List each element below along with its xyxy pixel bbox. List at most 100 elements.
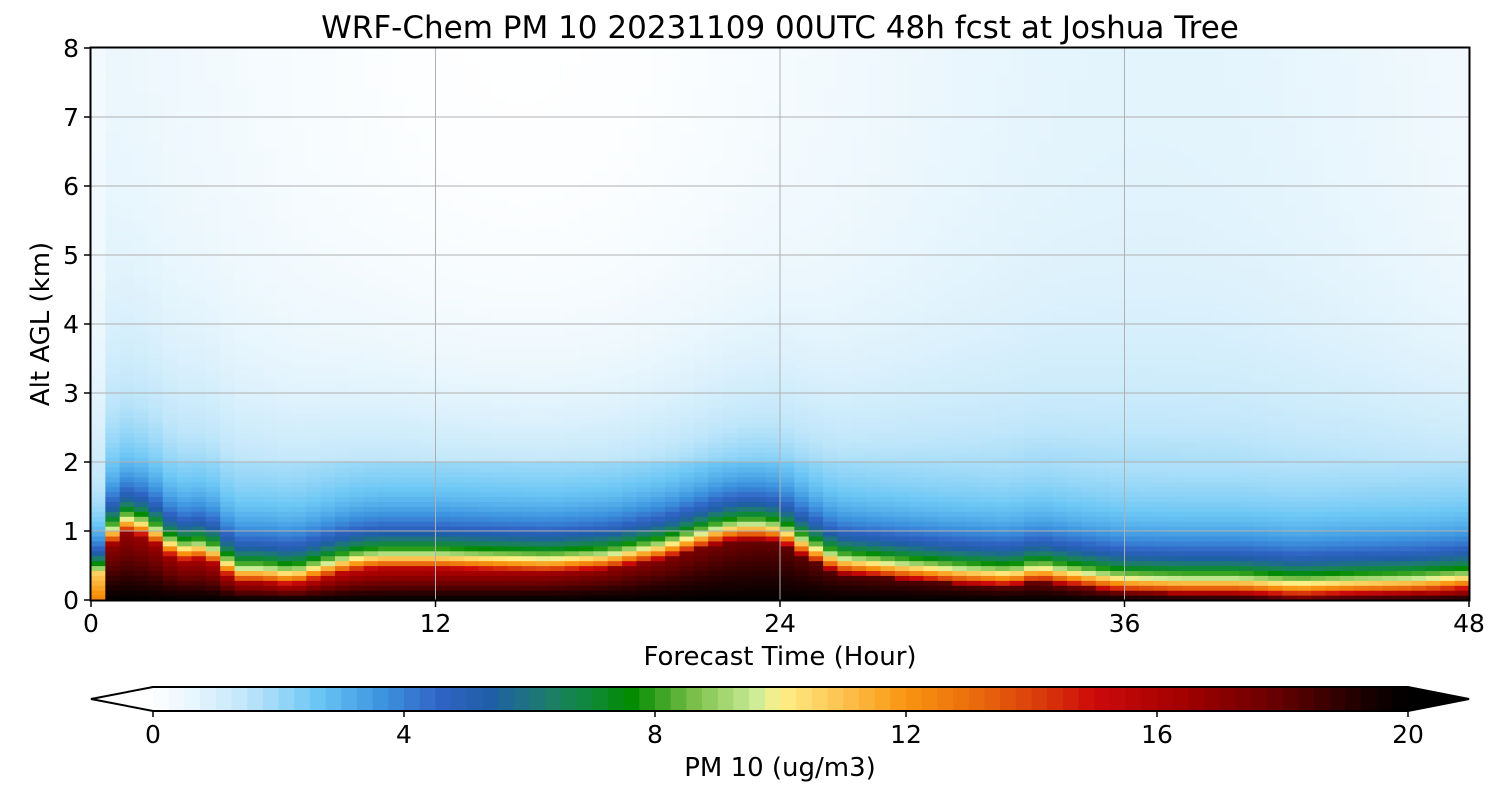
pm10-cell xyxy=(593,378,609,384)
pm10-cell xyxy=(162,476,178,483)
pm10-cell xyxy=(665,195,681,202)
pm10-cell xyxy=(464,136,480,143)
pm10-cell xyxy=(507,259,523,266)
pm10-cell xyxy=(421,97,437,103)
pm10-cell xyxy=(177,82,193,89)
pm10-cell xyxy=(320,87,336,93)
pm10-cell xyxy=(148,279,164,286)
pm10-cell xyxy=(521,545,537,552)
pm10-cell xyxy=(722,486,738,493)
pm10-cell xyxy=(607,264,623,271)
pm10-cell xyxy=(277,501,293,507)
pm10-cell xyxy=(335,92,350,98)
pm10-cell xyxy=(335,333,350,340)
pm10-cell xyxy=(535,264,551,271)
pm10-cell xyxy=(535,67,551,74)
pm10-cell xyxy=(91,117,106,123)
pm10-cell xyxy=(378,402,394,409)
pm10-cell xyxy=(291,200,307,207)
pm10-cell xyxy=(335,526,350,532)
pm10-cell xyxy=(119,393,135,399)
pm10-cell xyxy=(650,535,666,542)
pm10-cell xyxy=(478,299,494,305)
pm10-cell xyxy=(234,555,250,562)
pm10-cell xyxy=(679,358,695,365)
pm10-cell xyxy=(708,521,724,527)
pm10-cell xyxy=(550,255,566,261)
pm10-cell xyxy=(636,555,652,562)
pm10-cell xyxy=(478,319,494,325)
pm10-cell xyxy=(91,535,106,542)
pm10-cell xyxy=(148,82,164,89)
pm10-cell xyxy=(177,407,193,414)
pm10-cell xyxy=(406,343,422,350)
pm10-cell xyxy=(248,131,264,138)
pm10-cell xyxy=(464,82,480,89)
pm10-cell xyxy=(464,324,480,330)
pm10-cell xyxy=(492,255,508,261)
pm10-cell xyxy=(708,368,724,374)
pm10-cell xyxy=(521,176,537,182)
pm10-cell xyxy=(134,52,150,59)
pm10-cell xyxy=(478,368,494,374)
pm10-cell xyxy=(564,560,580,567)
pm10-cell xyxy=(91,299,106,305)
pm10-cell xyxy=(535,466,551,473)
pm10-cell xyxy=(277,348,293,355)
pm10-cell xyxy=(535,417,551,424)
pm10-cell xyxy=(306,87,322,93)
pm10-cell xyxy=(205,102,221,108)
pm10-cell xyxy=(263,412,279,419)
pm10-cell xyxy=(335,422,350,429)
pm10-cell xyxy=(679,92,695,98)
pm10-cell xyxy=(679,383,695,389)
pm10-cell xyxy=(535,235,551,241)
pm10-cell xyxy=(191,304,207,310)
pm10-cell xyxy=(478,240,494,246)
pm10-cell xyxy=(449,540,465,547)
pm10-cell xyxy=(392,427,408,434)
pm10-cell xyxy=(291,348,307,355)
pm10-cell xyxy=(105,146,121,153)
pm10-cell xyxy=(521,289,537,296)
pm10-cell xyxy=(162,57,178,64)
pm10-cell xyxy=(550,476,566,483)
pm10-cell xyxy=(335,52,350,59)
pm10-cell xyxy=(507,590,523,596)
pm10-cell xyxy=(306,82,322,89)
pm10-cell xyxy=(234,289,250,296)
pm10-cell xyxy=(205,52,221,59)
pm10-cell xyxy=(722,383,738,389)
pm10-cell xyxy=(277,333,293,340)
pm10-cell xyxy=(650,476,666,483)
pm10-cell xyxy=(363,240,379,246)
pm10-cell xyxy=(679,447,695,453)
pm10-cell xyxy=(665,92,681,98)
pm10-cell xyxy=(492,269,508,276)
pm10-cell xyxy=(105,205,121,212)
pm10-cell xyxy=(464,171,480,177)
pm10-cell xyxy=(708,412,724,419)
pm10-cell xyxy=(105,225,121,231)
pm10-cell xyxy=(148,190,164,197)
pm10-cell xyxy=(291,353,307,360)
pm10-cell xyxy=(406,531,422,537)
pm10-cell xyxy=(622,353,638,360)
pm10-cell xyxy=(363,284,379,291)
pm10-cell xyxy=(363,412,379,419)
pm10-cell xyxy=(478,437,494,443)
pm10-cell xyxy=(665,269,681,276)
pm10-cell xyxy=(177,235,193,241)
pm10-cell xyxy=(435,210,451,217)
pm10-cell xyxy=(622,555,638,562)
pm10-cell xyxy=(277,388,293,394)
pm10-cell xyxy=(579,585,594,591)
pm10-cell xyxy=(119,531,135,537)
pm10-cell xyxy=(148,225,164,231)
pm10-cell xyxy=(363,516,379,522)
pm10-cell xyxy=(665,126,681,133)
pm10-cell xyxy=(579,412,594,419)
pm10-cell xyxy=(378,457,394,463)
pm10-cell xyxy=(693,417,709,424)
pm10-cell xyxy=(492,156,508,162)
